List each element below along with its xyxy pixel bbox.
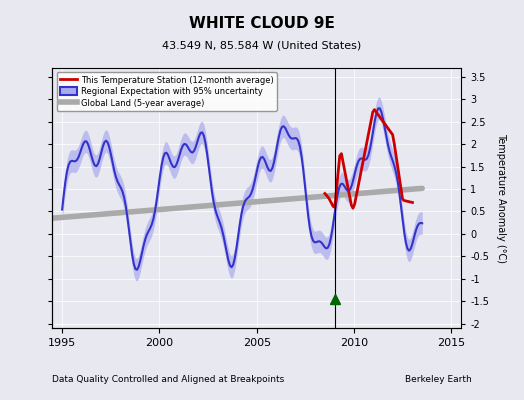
Text: Data Quality Controlled and Aligned at Breakpoints: Data Quality Controlled and Aligned at B… <box>52 375 285 384</box>
Text: 43.549 N, 85.584 W (United States): 43.549 N, 85.584 W (United States) <box>162 40 362 50</box>
Text: WHITE CLOUD 9E: WHITE CLOUD 9E <box>189 16 335 31</box>
Text: Berkeley Earth: Berkeley Earth <box>405 375 472 384</box>
Y-axis label: Temperature Anomaly (°C): Temperature Anomaly (°C) <box>496 133 506 263</box>
